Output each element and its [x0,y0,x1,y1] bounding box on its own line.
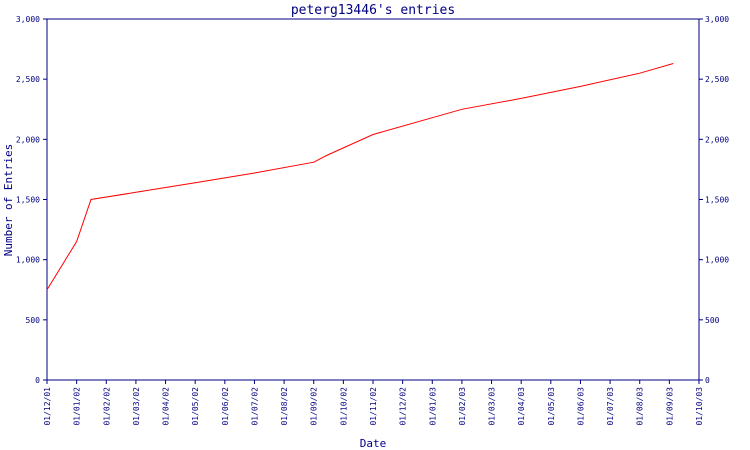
y-tick-label-left: 500 [26,316,41,325]
x-tick-label: 01/06/02 [221,387,230,426]
x-tick-label: 01/02/03 [458,387,467,426]
x-tick-label: 01/08/02 [280,387,289,426]
y-tick-label-left: 3,000 [16,15,40,24]
y-tick-label-left: 0 [35,376,40,385]
y-tick-label-right: 1,500 [705,196,729,205]
x-tick-label: 01/12/01 [43,387,52,426]
y-axis-left: 0 500 1,000 1,500 2,000 2,500 3,000 [16,15,47,385]
x-tick-label: 01/09/02 [310,387,319,426]
chart-title: peterg13446's entries [291,3,455,18]
y-tick-label-right: 500 [705,316,720,325]
x-tick-label: 01/01/03 [428,387,437,426]
x-axis: 01/12/01 01/01/02 01/02/02 01/03/02 01/04/02… [43,380,704,426]
x-tick-label: 01/07/03 [606,387,615,426]
y-tick-label-right: 0 [705,376,710,385]
x-tick-label: 01/10/03 [695,387,704,426]
y-tick-label-left: 2,000 [16,135,40,144]
x-tick-label: 01/10/02 [339,387,348,426]
x-tick-label: 01/05/02 [191,387,200,426]
y-tick-label-right: 2,000 [705,135,729,144]
y-axis-right: 0 500 1,000 1,500 2,000 2,500 3,000 [699,15,729,385]
series-layer [46,63,674,291]
x-tick-label: 01/04/02 [162,387,171,426]
y-tick-label-right: 2,500 [705,75,729,84]
x-tick-label: 01/03/03 [488,387,497,426]
x-tick-label: 01/06/03 [576,387,585,426]
x-tick-label: 01/04/03 [517,387,526,426]
series-line [46,63,674,291]
x-tick-label: 01/09/03 [665,387,674,426]
x-tick-label: 01/01/02 [73,387,82,426]
y-tick-label-left: 1,500 [16,196,40,205]
x-axis-label: Date [360,437,387,450]
y-axis-label: Number of Entries [2,144,15,257]
x-tick-label: 01/07/02 [250,387,259,426]
x-tick-label: 01/08/03 [636,387,645,426]
x-tick-label: 01/11/02 [369,387,378,426]
plot-area [46,18,700,381]
y-tick-label-left: 1,000 [16,256,40,265]
x-tick-label: 01/03/02 [132,387,141,426]
x-tick-label: 01/05/03 [547,387,556,426]
y-tick-label-right: 1,000 [705,256,729,265]
x-tick-label: 01/12/02 [399,387,408,426]
x-tick-label: 01/02/02 [102,387,111,426]
y-tick-label-right: 3,000 [705,15,729,24]
y-tick-label-left: 2,500 [16,75,40,84]
